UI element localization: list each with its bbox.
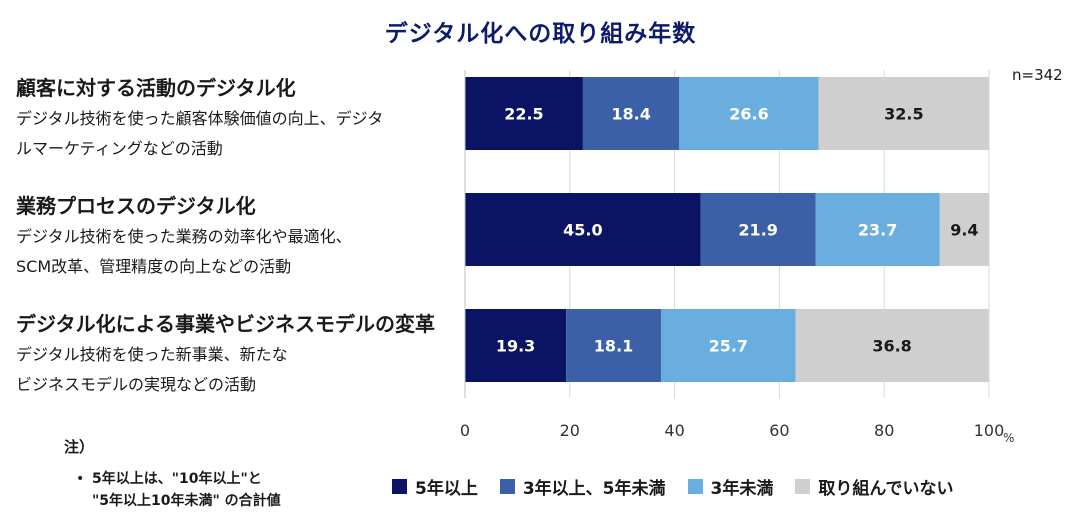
bar-value-label: 19.3 bbox=[496, 337, 535, 356]
x-tick-label: 80 bbox=[874, 421, 894, 440]
x-tick-label: 20 bbox=[560, 421, 580, 440]
category-1-desc-line2: ルマーケティングなどの活動 bbox=[16, 139, 223, 158]
legend-label: 取り組んでいない bbox=[818, 479, 954, 499]
bar-segment bbox=[566, 309, 661, 382]
legend-label: 3年未満 bbox=[710, 479, 774, 499]
legend-label: 3年以上、5年未満 bbox=[522, 479, 666, 499]
bar-segment bbox=[465, 309, 567, 382]
bar-segment bbox=[815, 193, 940, 266]
legend-item: 3年以上、5年未満 bbox=[499, 474, 666, 499]
category-1-desc-line1: デジタル技術を使った顧客体験価値の向上、デジタ bbox=[16, 109, 384, 128]
category-3-title: デジタル化による事業やビジネスモデルの変革 bbox=[16, 312, 435, 336]
bar-segment bbox=[939, 193, 989, 266]
legend-swatch bbox=[795, 479, 811, 494]
bar-value-label: 32.5 bbox=[884, 105, 923, 124]
legend-item: 5年以上 bbox=[392, 474, 478, 499]
x-tick-label: 0 bbox=[460, 421, 470, 440]
bullet-icon: • bbox=[76, 471, 85, 487]
bar-value-label: 36.8 bbox=[872, 337, 911, 356]
bar-value-label: 9.4 bbox=[950, 221, 978, 240]
bar-segment bbox=[700, 193, 816, 266]
bar-segment bbox=[465, 193, 701, 266]
legend-swatch bbox=[499, 479, 515, 494]
category-1: 顧客に対する活動のデジタル化 デジタル技術を使った顧客体験価値の向上、デジタ ル… bbox=[16, 74, 456, 164]
bar-value-label: 18.4 bbox=[611, 105, 650, 124]
x-tick-label: 60 bbox=[769, 421, 789, 440]
bar-value-label: 18.1 bbox=[594, 337, 633, 356]
bar-value-label: 26.6 bbox=[729, 105, 768, 124]
category-3-desc-line1: デジタル技術を使った新事業、新たな bbox=[16, 345, 288, 364]
bar-segment bbox=[660, 309, 796, 382]
note-line1: 5年以上は、"10年以上"と bbox=[92, 471, 262, 487]
bar-value-label: 22.5 bbox=[504, 105, 543, 124]
legend-swatch bbox=[687, 479, 703, 494]
bar-value-label: 45.0 bbox=[563, 221, 602, 240]
note-line2: "5年以上10年未満" の合計値 bbox=[92, 493, 281, 509]
bar-segment bbox=[818, 77, 989, 150]
chart-title: デジタル化への取り組み年数 bbox=[384, 21, 697, 47]
category-1-title: 顧客に対する活動のデジタル化 bbox=[16, 76, 296, 100]
legend-item: 3年未満 bbox=[687, 474, 774, 499]
bar-value-label: 23.7 bbox=[858, 221, 897, 240]
note-heading: 注） bbox=[64, 438, 95, 456]
category-3: デジタル化による事業やビジネスモデルの変革 デジタル技術を使った新事業、新たな … bbox=[16, 310, 456, 400]
category-2-desc-line2: SCM改革、管理精度の向上などの活動 bbox=[16, 257, 292, 276]
bar-segment bbox=[582, 77, 680, 150]
bar-segment bbox=[465, 77, 583, 150]
legend-item: 取り組んでいない bbox=[795, 474, 954, 499]
x-tick-label: 100 bbox=[974, 421, 1005, 440]
bar-value-label: 21.9 bbox=[738, 221, 777, 240]
category-2-desc-line1: デジタル技術を使った業務の効率化や最適化、 bbox=[16, 227, 352, 246]
chart-legend: 5年以上 3年以上、5年未満 3年未満 取り組んでいない bbox=[392, 474, 954, 499]
category-2: 業務プロセスのデジタル化 デジタル技術を使った業務の効率化や最適化、 SCM改革… bbox=[16, 192, 456, 282]
bar-value-label: 25.7 bbox=[709, 337, 748, 356]
x-unit-label: % bbox=[1003, 431, 1014, 445]
sample-size-label: n=342 bbox=[1012, 66, 1063, 84]
x-tick-label: 40 bbox=[664, 421, 684, 440]
legend-label: 5年以上 bbox=[415, 479, 478, 499]
bar-segment bbox=[679, 77, 819, 150]
legend-swatch bbox=[392, 479, 407, 494]
category-2-title: 業務プロセスのデジタル化 bbox=[16, 194, 256, 218]
category-3-desc-line2: ビジネスモデルの実現などの活動 bbox=[16, 375, 257, 394]
bar-segment bbox=[795, 309, 989, 382]
